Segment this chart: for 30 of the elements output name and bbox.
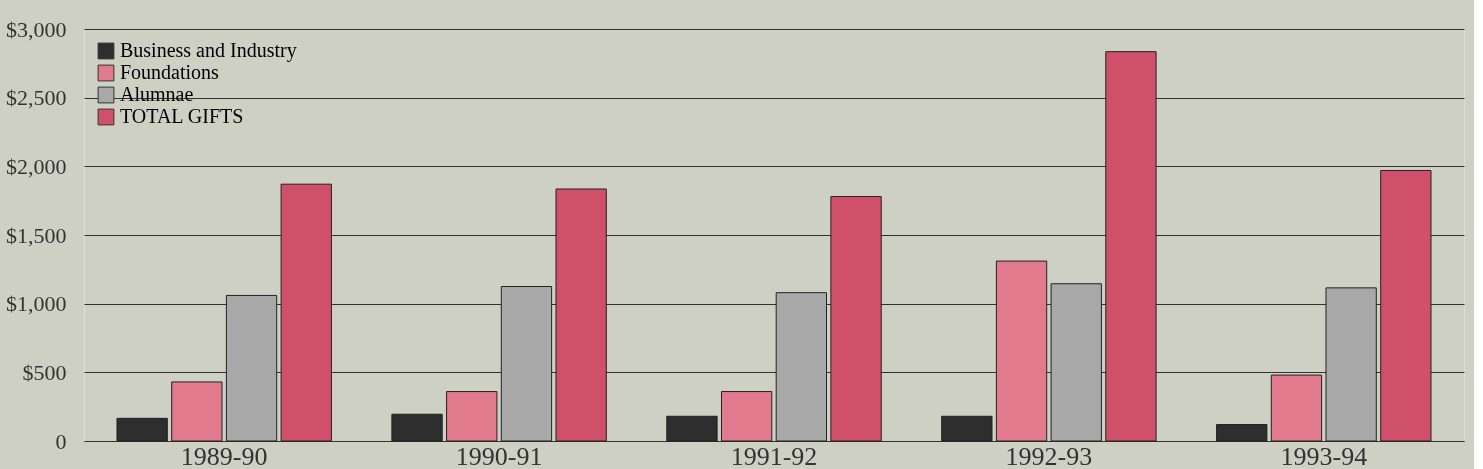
bar: [1050, 283, 1102, 442]
bar: [720, 391, 773, 442]
x-tick-label: 1992-93: [1005, 441, 1093, 469]
y-tick-label: $1,000: [6, 291, 67, 317]
y-tick-label: $3,000: [6, 16, 67, 42]
y-tick-label: 0: [55, 428, 67, 454]
bar: [446, 391, 498, 442]
bar: [995, 260, 1048, 442]
y-tick-label: $2,500: [6, 85, 67, 111]
bar: [1325, 287, 1377, 442]
y-tick-label: $500: [22, 359, 67, 385]
bar: [171, 381, 223, 442]
bar: [1270, 374, 1323, 442]
x-tick-label: 1989-90: [180, 441, 268, 469]
bar: [1105, 51, 1157, 442]
bar: [1380, 169, 1432, 442]
legend-label: Business and Industry: [120, 39, 297, 62]
bar: [555, 188, 607, 442]
bar: [775, 292, 828, 442]
legend-label: Foundations: [120, 61, 220, 83]
bar: [830, 196, 882, 442]
legend-label: TOTAL GIFTS: [120, 105, 244, 127]
bar: [280, 183, 332, 442]
x-tick-label: 1991-92: [730, 441, 818, 469]
y-tick-label: $2,000: [6, 153, 67, 179]
x-tick-label: 1990-91: [455, 441, 543, 469]
bar: [225, 294, 278, 442]
bar: [500, 286, 553, 442]
x-tick-label: 1993-94: [1280, 441, 1368, 469]
y-tick-label: $1,500: [6, 222, 67, 248]
